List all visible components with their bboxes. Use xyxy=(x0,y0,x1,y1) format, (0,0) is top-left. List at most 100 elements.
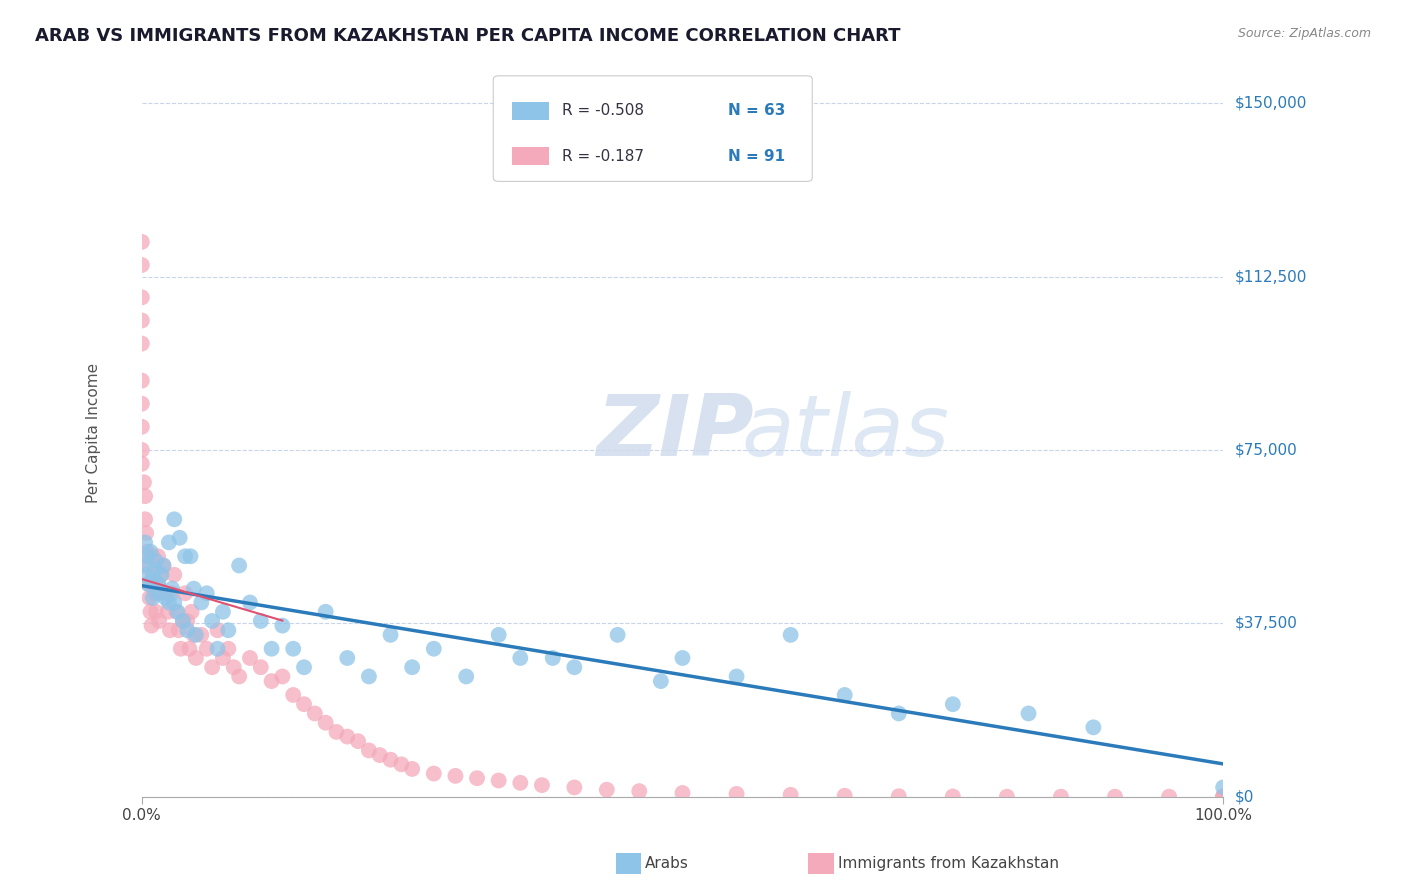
Point xyxy=(131,419,153,434)
Point xyxy=(423,641,446,656)
Point xyxy=(180,605,202,619)
Point xyxy=(509,651,531,665)
Point xyxy=(222,660,245,674)
Point xyxy=(157,535,180,549)
Point xyxy=(172,614,194,628)
Point xyxy=(142,549,165,564)
Point xyxy=(423,766,446,780)
Point xyxy=(143,586,166,600)
Point xyxy=(292,660,315,674)
Point xyxy=(628,784,651,798)
Point xyxy=(1050,789,1073,804)
Point xyxy=(131,442,153,457)
Point xyxy=(725,787,748,801)
Point xyxy=(176,614,198,628)
Point xyxy=(195,641,218,656)
Point xyxy=(315,605,337,619)
Point xyxy=(779,788,801,802)
Point xyxy=(190,628,212,642)
Point xyxy=(146,586,169,600)
Point xyxy=(155,586,177,600)
Point xyxy=(292,697,315,711)
Point xyxy=(207,624,229,638)
Point xyxy=(564,780,586,795)
Point xyxy=(134,512,156,526)
Point xyxy=(169,531,191,545)
FancyBboxPatch shape xyxy=(512,102,550,120)
Point xyxy=(596,782,619,797)
Point xyxy=(138,591,160,605)
Point xyxy=(157,595,180,609)
Point xyxy=(172,614,194,628)
Point xyxy=(671,651,693,665)
FancyBboxPatch shape xyxy=(512,147,550,165)
Point xyxy=(834,789,856,803)
Point xyxy=(136,558,159,573)
Point xyxy=(456,669,478,683)
Point xyxy=(1157,789,1180,804)
Point xyxy=(135,567,157,582)
Point xyxy=(249,614,271,628)
Point xyxy=(1018,706,1040,721)
Text: $37,500: $37,500 xyxy=(1234,615,1298,631)
Point xyxy=(145,554,167,568)
Point xyxy=(260,641,283,656)
Point xyxy=(271,669,294,683)
Text: R = -0.508: R = -0.508 xyxy=(562,103,644,119)
Point xyxy=(141,618,163,632)
Point xyxy=(139,544,162,558)
Point xyxy=(152,558,174,573)
Point xyxy=(131,336,153,351)
Point xyxy=(1212,789,1234,804)
Point xyxy=(650,674,672,689)
Point xyxy=(131,258,153,272)
Point xyxy=(488,773,510,788)
Text: N = 63: N = 63 xyxy=(728,103,786,119)
Point xyxy=(163,595,186,609)
Text: atlas: atlas xyxy=(742,391,950,474)
Point xyxy=(131,290,153,304)
Point xyxy=(146,549,169,564)
Point xyxy=(174,549,197,564)
Text: ARAB VS IMMIGRANTS FROM KAZAKHSTAN PER CAPITA INCOME CORRELATION CHART: ARAB VS IMMIGRANTS FROM KAZAKHSTAN PER C… xyxy=(35,27,901,45)
Text: N = 91: N = 91 xyxy=(728,149,785,163)
Point xyxy=(136,577,159,591)
Point xyxy=(725,669,748,683)
Point xyxy=(1212,789,1234,804)
Point xyxy=(606,628,628,642)
Point xyxy=(134,489,156,503)
Point xyxy=(228,669,250,683)
Point xyxy=(315,715,337,730)
Text: R = -0.187: R = -0.187 xyxy=(562,149,644,163)
Point xyxy=(380,753,402,767)
Point xyxy=(834,688,856,702)
Point xyxy=(150,567,173,582)
Point xyxy=(249,660,271,674)
Point xyxy=(142,567,165,582)
Point xyxy=(167,624,190,638)
Point xyxy=(530,778,553,792)
Point xyxy=(389,757,412,772)
Point xyxy=(190,595,212,609)
Point xyxy=(131,235,153,249)
Point xyxy=(159,624,181,638)
Point xyxy=(166,605,188,619)
Point xyxy=(142,573,165,587)
Text: $0: $0 xyxy=(1234,789,1254,805)
Point xyxy=(131,374,153,388)
FancyBboxPatch shape xyxy=(494,76,813,181)
Point xyxy=(139,605,162,619)
Point xyxy=(183,582,205,596)
Point xyxy=(201,660,224,674)
Point xyxy=(195,586,218,600)
Point xyxy=(131,313,153,327)
Text: $112,500: $112,500 xyxy=(1234,269,1306,284)
Point xyxy=(1083,720,1105,734)
Point xyxy=(183,628,205,642)
Point xyxy=(444,769,467,783)
Point xyxy=(1212,789,1234,804)
Point xyxy=(887,789,910,804)
Point xyxy=(347,734,370,748)
Point xyxy=(184,628,207,642)
Point xyxy=(184,651,207,665)
